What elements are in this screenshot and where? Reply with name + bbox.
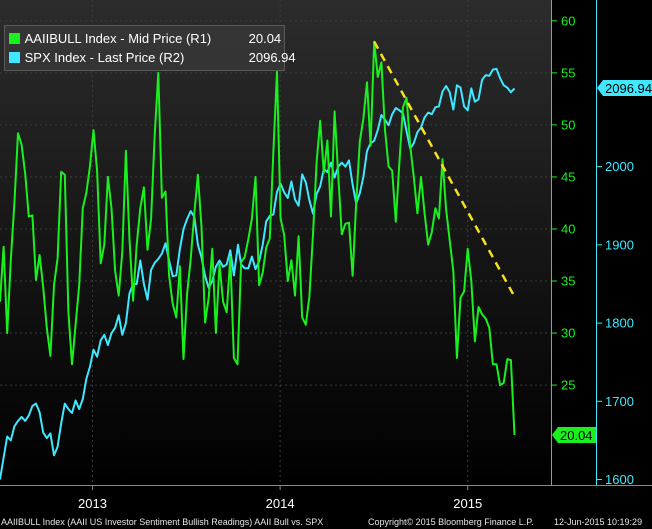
footer-timestamp: 12-Jun-2015 10:19:29 <box>554 517 643 527</box>
series <box>0 40 516 480</box>
left-axis-tick-label: 30 <box>561 326 575 341</box>
trendline-dashed <box>373 41 516 298</box>
last-value-spx-text: 2096.94 <box>605 81 652 96</box>
left-axis-tick-label: 50 <box>561 117 575 132</box>
last-value-spx-box <box>597 80 652 96</box>
last-value-aaiibull-text: 20.04 <box>560 428 593 443</box>
last-value-aaiibull-box <box>552 427 596 443</box>
legend-item-spx: SPX Index - Last Price (R2) 2096.94 <box>9 50 296 65</box>
legend-swatch-aaiibull <box>9 33 20 44</box>
legend-swatch-spx <box>9 52 20 63</box>
legend-value-spx: 2096.94 <box>248 50 296 65</box>
left-axis-tick-label: 45 <box>561 169 575 184</box>
footer-copyright: Copyright© 2015 Bloomberg Finance L.P. <box>368 517 534 527</box>
axes <box>0 0 652 490</box>
left-axis-tick-label: 25 <box>561 378 575 393</box>
legend-value-aaiibull: 20.04 <box>248 31 282 46</box>
right-axis-tick-label: 1800 <box>605 316 634 331</box>
left-axis-tick-label: 60 <box>561 13 575 28</box>
grid <box>0 0 551 485</box>
x-axis-tick-label: 2013 <box>78 496 107 511</box>
right-axis-tick-label: 1900 <box>605 237 634 252</box>
axis-labels: 25 30 35 40 45 50 55 60 1600 1700 1800 1900 2000 2013… <box>78 13 652 511</box>
legend: AAIIBULL Index - Mid Price (R1) 20.04 SPX… <box>4 25 296 71</box>
series-line-aaiibull <box>0 40 516 436</box>
plot-background <box>0 0 551 485</box>
right-axis-tick-label: 2000 <box>605 159 634 174</box>
right-axis-tick-label: 1700 <box>605 394 634 409</box>
left-axis-tick-label: 55 <box>561 65 575 80</box>
series-line-spx <box>0 67 516 480</box>
footer-source: AAIIBULL Index (AAII US Investor Sentime… <box>1 517 324 527</box>
legend-item-aaiibull: AAIIBULL Index - Mid Price (R1) 20.04 <box>9 31 281 46</box>
left-axis-tick-label: 35 <box>561 274 575 289</box>
legend-label-aaiibull: AAIIBULL Index - Mid Price (R1) <box>24 31 212 46</box>
left-axis-tick-label: 40 <box>561 221 575 236</box>
right-axis-tick-label: 1600 <box>605 472 634 487</box>
x-axis-tick-label: 2014 <box>266 496 295 511</box>
x-axis-tick-label: 2015 <box>453 496 482 511</box>
legend-label-spx: SPX Index - Last Price (R2) <box>24 50 185 65</box>
